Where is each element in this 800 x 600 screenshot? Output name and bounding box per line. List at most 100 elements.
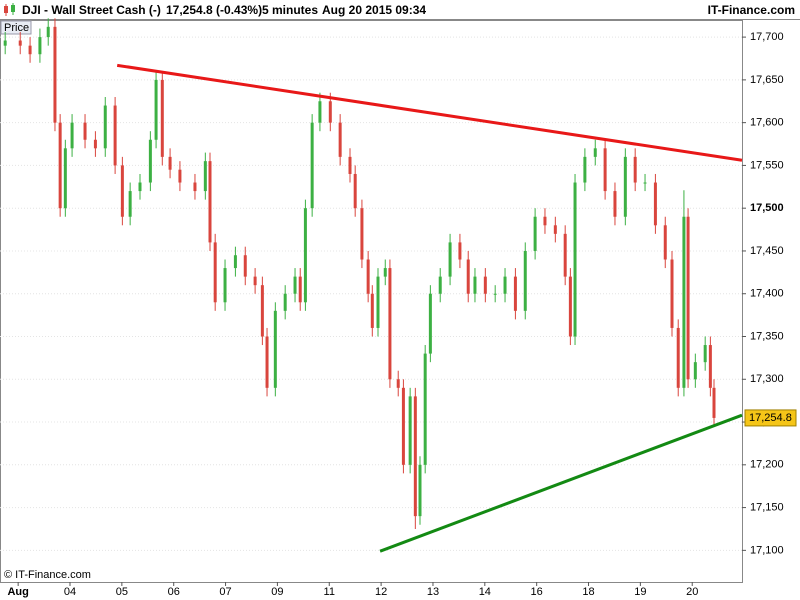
y-tick-label: 17,500 — [750, 202, 784, 214]
candle-body — [663, 225, 667, 260]
candle-body — [93, 139, 97, 149]
candle-body — [603, 148, 607, 192]
candle-body — [3, 40, 7, 46]
brand: IT-Finance.com — [708, 3, 795, 17]
candle-body — [203, 161, 207, 192]
symbol: DJI - Wall Street Cash (-) — [22, 3, 161, 17]
candle-body — [223, 268, 227, 303]
candle-body — [466, 259, 470, 294]
candle-body — [458, 242, 462, 260]
candle-body — [413, 396, 417, 517]
candle-body — [63, 148, 67, 209]
candle-body — [693, 362, 697, 380]
candle-body — [53, 26, 57, 123]
candle-body — [383, 268, 387, 277]
candle-body — [712, 387, 716, 418]
candle-body — [303, 208, 307, 303]
candle-body — [686, 216, 690, 380]
candle-body — [493, 293, 497, 295]
candle-body — [273, 310, 277, 388]
candle-body — [348, 156, 352, 174]
candle-body — [438, 276, 442, 294]
candle-body — [18, 40, 22, 46]
candle-body — [265, 336, 269, 388]
candle-body — [138, 182, 142, 192]
candle-body — [113, 105, 117, 166]
candle-body — [70, 122, 74, 149]
candle-body — [408, 396, 412, 465]
y-tick-label: 17,600 — [750, 117, 784, 129]
copyright: © IT-Finance.com — [4, 569, 91, 581]
candle-body — [396, 379, 400, 388]
candle-body — [483, 276, 487, 294]
candle-body — [154, 79, 158, 140]
candle-body — [473, 276, 477, 294]
candle-body — [708, 345, 712, 388]
candle-body — [298, 276, 302, 303]
candle-body — [553, 225, 557, 234]
y-tick-label: 17,200 — [750, 459, 784, 471]
candle-body — [310, 122, 314, 209]
candle-body — [148, 139, 152, 183]
candle-body — [243, 255, 247, 277]
candle-body — [613, 191, 617, 217]
candle-body — [28, 45, 32, 55]
y-tick-label: 17,350 — [750, 330, 784, 342]
candle-body — [670, 259, 674, 328]
y-tick-label: 17,400 — [750, 288, 784, 300]
candle-body — [338, 122, 342, 157]
candle-body — [233, 255, 237, 269]
candle-body — [703, 345, 707, 363]
axis-label-box — [0, 20, 32, 35]
trend-line — [379, 413, 743, 553]
candle-body — [573, 182, 577, 337]
candle-body — [428, 293, 432, 354]
last-price-box — [744, 409, 797, 427]
candle-body — [193, 182, 197, 192]
quote: 17,254.8 (-0.43%) — [166, 3, 262, 17]
candle-body — [213, 242, 217, 303]
header-icon — [4, 3, 15, 16]
x-tick-label: 05 — [116, 586, 128, 598]
candle-body — [328, 101, 332, 123]
candle-body — [103, 105, 107, 149]
last-price-label: 17,254.8 — [749, 412, 792, 424]
candle-body — [583, 156, 587, 183]
candle-body — [366, 259, 370, 294]
candle-body — [653, 182, 657, 226]
x-tick-label: 18 — [582, 586, 594, 598]
x-tick-label: 07 — [219, 586, 231, 598]
x-tick-label: 19 — [634, 586, 646, 598]
y-tick-label: 17,650 — [750, 74, 784, 86]
candle-body — [370, 293, 374, 328]
candle-body — [563, 233, 567, 277]
x-tick-label: 09 — [271, 586, 283, 598]
x-tick-label: Aug — [7, 586, 28, 598]
y-tick-label: 17,550 — [750, 159, 784, 171]
candle-body — [120, 165, 124, 217]
x-tick-label: 06 — [168, 586, 180, 598]
x-tick-label: 11 — [324, 586, 335, 598]
candle-body — [623, 156, 627, 217]
candle-body — [168, 156, 172, 170]
axis-label: Price — [4, 22, 29, 34]
y-tick-label: 17,300 — [750, 373, 784, 385]
candle-body — [360, 208, 364, 260]
x-tick-label: 04 — [64, 586, 76, 598]
candle-body — [283, 293, 287, 311]
candle-body — [401, 387, 405, 465]
candle-body — [38, 37, 42, 55]
candle-body — [160, 79, 164, 157]
candle-body — [682, 216, 686, 388]
candle-body — [353, 173, 357, 209]
candle-body — [448, 242, 452, 277]
timestamp: Aug 20 2015 09:34 — [322, 3, 426, 17]
candle-body — [593, 148, 597, 157]
candle-body — [83, 122, 87, 140]
candle-body — [376, 276, 380, 328]
candle-body — [128, 191, 132, 217]
candle-body — [676, 327, 680, 388]
candle-body — [423, 353, 427, 465]
candle-body — [523, 250, 527, 311]
